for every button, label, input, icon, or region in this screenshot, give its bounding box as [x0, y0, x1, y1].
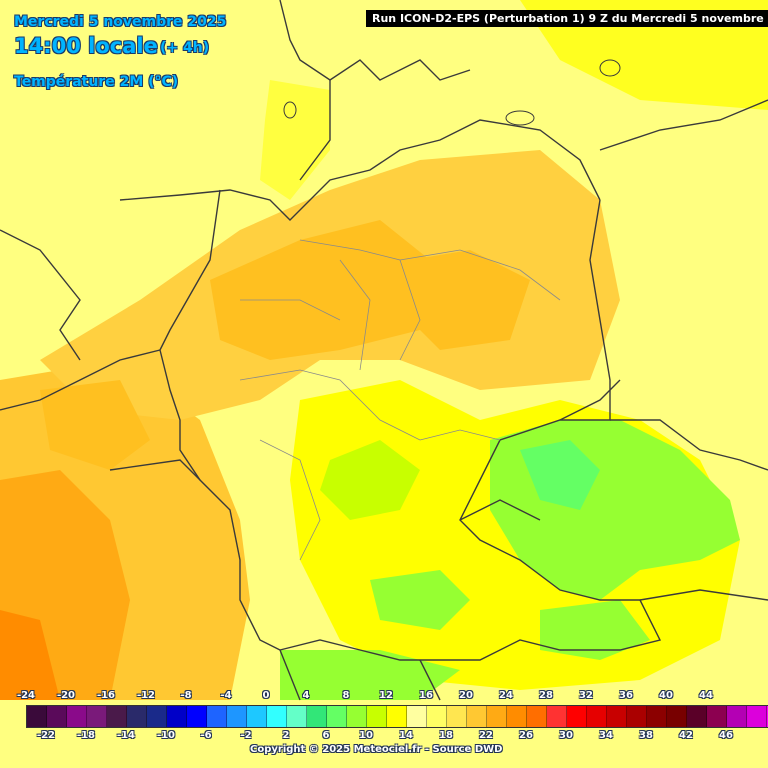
- cool-zone-baltic: [520, 0, 768, 110]
- cool-zone-coast: [260, 80, 330, 200]
- islands: [283, 59, 621, 126]
- forecast-offset: (+ 4h): [160, 40, 210, 56]
- cold-core-czech: [520, 440, 600, 510]
- warm-core-east: [410, 250, 530, 350]
- warm-core-belgium: [40, 380, 150, 470]
- forecast-time: 14:00 locale: [14, 34, 158, 58]
- cool-zone-alps-north: [540, 600, 650, 660]
- cool-zone-alps: [280, 650, 460, 700]
- borders: [0, 0, 768, 701]
- forecast-date: Mercredi 5 novembre 2025: [14, 14, 227, 30]
- variable-title: Température 2M (°C): [14, 74, 179, 90]
- state-borders: [239, 239, 561, 561]
- hot-zone-southwest: [0, 610, 60, 700]
- copyright: Copyright © 2025 Meteociel.fr - Source D…: [250, 744, 503, 755]
- run-info-banner: Run ICON-D2-EPS (Perturbation 1) 9 Z du …: [366, 10, 768, 27]
- cool-zone-hesse: [320, 440, 420, 520]
- warm-core-central: [210, 220, 430, 360]
- cool-zone-bavaria: [370, 570, 470, 630]
